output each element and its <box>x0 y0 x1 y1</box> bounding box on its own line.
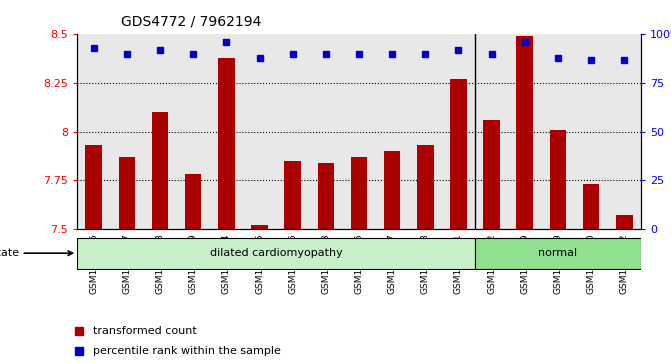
Bar <box>185 174 201 229</box>
Bar <box>384 151 401 229</box>
FancyBboxPatch shape <box>475 238 641 269</box>
Bar <box>450 79 467 229</box>
Text: dilated cardiomyopathy: dilated cardiomyopathy <box>210 248 342 258</box>
Text: disease state: disease state <box>0 248 72 258</box>
Bar <box>583 184 599 229</box>
Bar <box>85 145 102 229</box>
Bar <box>351 157 367 229</box>
Bar <box>317 163 334 229</box>
Bar <box>550 130 566 229</box>
Bar <box>119 157 135 229</box>
Bar <box>517 36 533 229</box>
Text: transformed count: transformed count <box>93 326 197 336</box>
Text: normal: normal <box>538 248 578 258</box>
Bar <box>218 58 235 229</box>
Bar <box>152 112 168 229</box>
Bar <box>251 225 268 229</box>
Text: percentile rank within the sample: percentile rank within the sample <box>93 346 280 356</box>
Bar <box>417 145 433 229</box>
Text: GDS4772 / 7962194: GDS4772 / 7962194 <box>121 15 261 29</box>
Bar <box>616 215 633 229</box>
Bar <box>483 120 500 229</box>
FancyBboxPatch shape <box>77 238 475 269</box>
Bar <box>285 161 301 229</box>
